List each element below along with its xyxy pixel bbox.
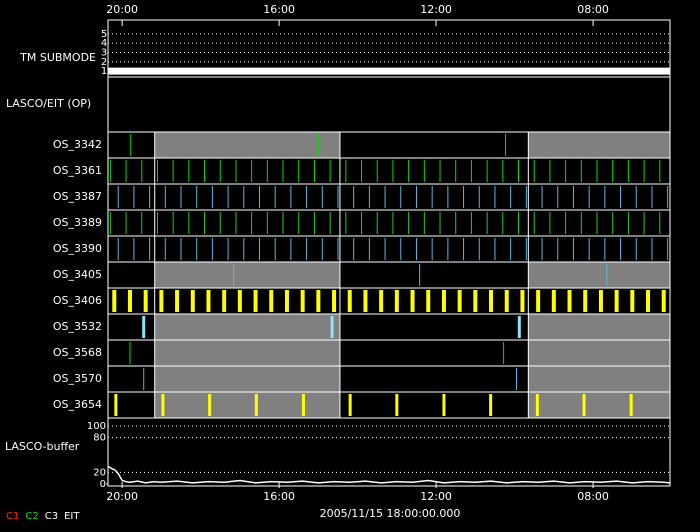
shaded-interval bbox=[528, 340, 670, 366]
x-tick-label: 16:00 bbox=[263, 3, 295, 16]
x-tick-label: 08:00 bbox=[577, 3, 609, 16]
legend-entry: EIT bbox=[64, 511, 80, 522]
legend-entry: C3 bbox=[45, 511, 58, 522]
x-tick-label: 12:00 bbox=[420, 490, 452, 503]
y-tick-label: 20 bbox=[93, 467, 106, 478]
shaded-interval bbox=[154, 314, 340, 340]
row-label: OS_3390 bbox=[53, 242, 102, 255]
y-tick-label: 2 bbox=[101, 57, 107, 68]
row-label: OS_3568 bbox=[53, 346, 102, 359]
y-tick-label: 0 bbox=[100, 479, 106, 490]
x-tick-label: 08:00 bbox=[577, 490, 609, 503]
shaded-interval bbox=[154, 340, 340, 366]
row-label: OS_3532 bbox=[53, 320, 102, 333]
x-axis-label: 2005/11/15 18:00:00.000 bbox=[320, 507, 461, 520]
shaded-interval bbox=[528, 262, 670, 288]
panel-label: LASCO/EIT (OP) bbox=[6, 97, 91, 110]
shaded-interval bbox=[154, 132, 340, 158]
row-border bbox=[107, 209, 671, 237]
row-label: OS_3361 bbox=[53, 164, 102, 177]
shaded-interval bbox=[528, 366, 670, 392]
x-tick-label: 20:00 bbox=[106, 490, 138, 503]
row-label: OS_3342 bbox=[53, 138, 102, 151]
shaded-interval bbox=[528, 392, 670, 418]
shaded-interval bbox=[528, 132, 670, 158]
shaded-interval bbox=[154, 392, 340, 418]
row-label: OS_3654 bbox=[53, 398, 102, 411]
row-label: OS_3389 bbox=[53, 216, 102, 229]
x-tick-label: 20:00 bbox=[106, 3, 138, 16]
shaded-interval bbox=[528, 314, 670, 340]
legend-entry: C2 bbox=[25, 511, 38, 522]
panel-border bbox=[107, 76, 671, 133]
row-border bbox=[107, 183, 671, 211]
buffer-line bbox=[107, 465, 671, 484]
x-tick-label: 12:00 bbox=[420, 3, 452, 16]
row-border bbox=[107, 235, 671, 263]
legend-entry: C1 bbox=[6, 511, 19, 522]
x-tick-label: 16:00 bbox=[263, 490, 295, 503]
y-tick-label: 3 bbox=[101, 48, 107, 59]
row-label: OS_3405 bbox=[53, 268, 102, 281]
panel-border bbox=[107, 417, 671, 487]
row-label: OS_3406 bbox=[53, 294, 102, 307]
panel-label: TM SUBMODE bbox=[19, 51, 96, 64]
y-tick-label: 100 bbox=[87, 421, 106, 432]
y-tick-label: 4 bbox=[101, 38, 107, 49]
row-label: OS_3387 bbox=[53, 190, 102, 203]
shaded-interval bbox=[154, 262, 340, 288]
y-tick-label: 5 bbox=[101, 29, 107, 40]
y-tick-label: 1 bbox=[101, 66, 107, 77]
shaded-interval bbox=[154, 366, 340, 392]
row-border bbox=[107, 157, 671, 185]
y-tick-label: 80 bbox=[93, 433, 106, 444]
row-label: OS_3570 bbox=[53, 372, 102, 385]
panel-label: LASCO-buffer bbox=[5, 440, 80, 453]
